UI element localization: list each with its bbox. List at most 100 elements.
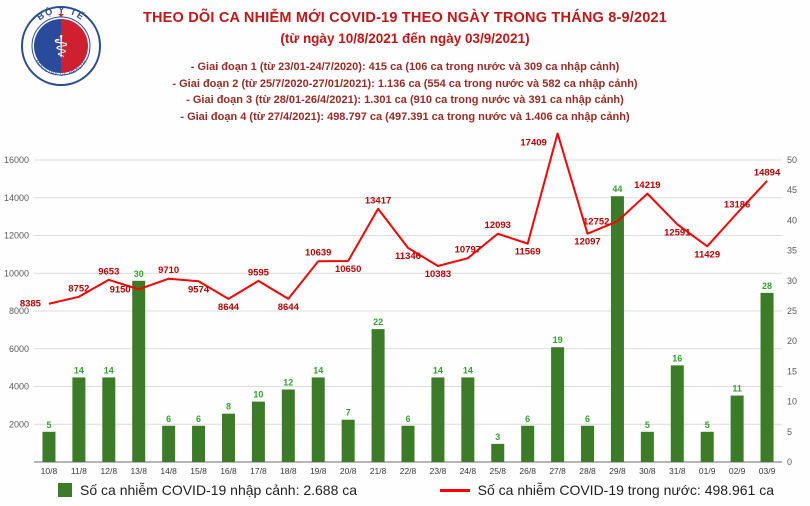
- svg-text:45: 45: [787, 185, 797, 195]
- svg-text:9574: 9574: [188, 284, 210, 295]
- phase-4-summary: - Giai đoạn 4 (từ 27/4/2021): 498.797 ca…: [180, 110, 630, 123]
- svg-text:11/8: 11/8: [71, 466, 87, 476]
- phase-1-summary: - Giai đoạn 1 (từ 23/01-24/7/2020): 415 …: [190, 61, 620, 73]
- bar-21/8: [371, 329, 385, 462]
- logo-emblem-left: [34, 19, 61, 73]
- svg-text:17409: 17409: [520, 137, 546, 148]
- svg-text:12591: 12591: [664, 227, 691, 238]
- svg-text:16: 16: [672, 353, 682, 363]
- svg-text:14: 14: [463, 365, 473, 375]
- bar-03/9: [760, 292, 774, 462]
- svg-text:10/8: 10/8: [41, 466, 58, 476]
- svg-text:5: 5: [787, 427, 792, 437]
- bar-24/8: [461, 377, 475, 462]
- svg-text:11346: 11346: [395, 251, 421, 262]
- svg-text:03/9: 03/9: [759, 466, 776, 476]
- bar-28/8: [581, 425, 595, 462]
- page-subtitle: (từ ngày 10/8/2021 đến ngày 03/9/2021): [280, 31, 530, 46]
- svg-text:4000: 4000: [9, 382, 29, 392]
- svg-text:10: 10: [787, 397, 797, 407]
- bar-16/8: [221, 413, 235, 462]
- svg-text:6: 6: [166, 414, 171, 424]
- svg-text:8000: 8000: [9, 306, 29, 316]
- covid-daily-cases-chart: 2000 4000 6000 8000 10000 12000 14000 16000 0 5 10…: [4, 132, 797, 476]
- svg-text:40: 40: [787, 215, 797, 225]
- logo-star-icon: ★: [57, 11, 64, 20]
- svg-text:8: 8: [226, 402, 231, 412]
- svg-text:12000: 12000: [4, 231, 29, 241]
- svg-text:30: 30: [787, 276, 797, 286]
- svg-text:18/8: 18/8: [280, 466, 297, 476]
- bar-01/9: [700, 431, 714, 462]
- bar-11/8: [72, 377, 86, 462]
- line-value-labels: 8385 8752 9653 9150 9710 9574 8644 9595 8644 1063…: [20, 137, 781, 312]
- svg-text:30/8: 30/8: [639, 466, 656, 476]
- svg-text:14: 14: [74, 365, 84, 375]
- legend-domestic-cases: Số ca nhiễm COVID-19 trong nước: 498.961…: [439, 482, 774, 498]
- svg-text:9653: 9653: [98, 266, 119, 277]
- svg-text:30: 30: [134, 269, 144, 279]
- svg-text:6: 6: [405, 414, 410, 424]
- svg-text:12: 12: [283, 378, 293, 388]
- svg-text:12/8: 12/8: [101, 466, 118, 476]
- svg-text:10383: 10383: [425, 269, 451, 280]
- svg-text:24/8: 24/8: [460, 466, 477, 476]
- bar-26/8: [521, 425, 535, 462]
- svg-text:8644: 8644: [218, 302, 240, 313]
- svg-text:12097: 12097: [574, 237, 600, 248]
- bar-10/8: [42, 431, 56, 462]
- svg-text:25/8: 25/8: [489, 466, 506, 476]
- page-title: THEO DÕI CA NHIỄM MỚI COVID-19 THEO NGÀY…: [142, 10, 668, 26]
- domestic-cases-line: [48, 132, 768, 305]
- caduceus-icon: ⚕: [53, 31, 69, 64]
- svg-text:7: 7: [346, 408, 351, 418]
- bar-series: [42, 196, 774, 462]
- left-axis-labels: 2000 4000 6000 8000 10000 12000 14000 16000: [4, 155, 29, 429]
- svg-text:2000: 2000: [9, 419, 29, 429]
- svg-text:14219: 14219: [634, 180, 660, 191]
- svg-text:15: 15: [787, 366, 797, 376]
- svg-text:23/8: 23/8: [430, 466, 447, 476]
- logo-emblem-right: [61, 19, 88, 73]
- svg-text:11429: 11429: [694, 249, 720, 260]
- svg-text:16000: 16000: [4, 155, 29, 165]
- svg-text:13/8: 13/8: [130, 466, 147, 476]
- svg-text:10: 10: [253, 390, 263, 400]
- svg-text:14894: 14894: [754, 167, 781, 178]
- svg-text:21/8: 21/8: [370, 466, 387, 476]
- svg-text:10650: 10650: [335, 264, 361, 275]
- ministry-of-health-logo: BỘ Y TẾ MINISTRY OF HEALTH ★ ⚕: [21, 5, 101, 86]
- bar-15/8: [192, 425, 206, 462]
- svg-text:12093: 12093: [485, 220, 511, 231]
- svg-text:13186: 13186: [724, 200, 750, 211]
- bar-20/8: [341, 419, 355, 462]
- svg-text:27/8: 27/8: [549, 466, 566, 476]
- svg-text:0: 0: [787, 457, 792, 467]
- bar-25/8: [491, 443, 505, 462]
- svg-text:50: 50: [787, 155, 797, 165]
- phase-2-summary: - Giai đoạn 2 (từ 25/7/2020-27/01/2021):…: [172, 77, 638, 90]
- svg-text:9150: 9150: [110, 284, 131, 295]
- svg-text:10639: 10639: [305, 248, 331, 259]
- svg-text:9595: 9595: [248, 267, 270, 278]
- svg-text:35: 35: [787, 246, 797, 256]
- svg-text:28: 28: [762, 281, 772, 291]
- x-axis-labels: 10/8 11/8 12/8 13/8 14/8 15/8 16/8 17/8 18/8 19/8…: [41, 466, 776, 476]
- svg-text:6: 6: [196, 414, 201, 424]
- svg-text:6: 6: [525, 414, 530, 424]
- bar-value-labels: 5 14 14 30 6 6 8 10 12 14 7 22 6 14 14 3 6 19 6 44 5 16 5 11 28: [46, 184, 772, 442]
- phase-summary: - Giai đoạn 1 (từ 23/01-24/7/2020): 415 …: [0, 59, 810, 125]
- legend-imported-cases: Số ca nhiễm COVID-19 nhập cảnh: 2.688 ca: [58, 482, 357, 498]
- imported-cases-swatch-icon: [58, 483, 72, 497]
- svg-text:01/9: 01/9: [699, 466, 716, 476]
- svg-text:44: 44: [612, 184, 622, 194]
- svg-text:6000: 6000: [9, 344, 29, 354]
- svg-text:13417: 13417: [365, 195, 391, 206]
- svg-text:25: 25: [787, 306, 797, 316]
- svg-text:29/8: 29/8: [609, 466, 626, 476]
- logo-inner-ring: [31, 16, 91, 76]
- svg-text:10797: 10797: [455, 245, 481, 256]
- bar-19/8: [311, 377, 325, 462]
- svg-text:10000: 10000: [4, 268, 29, 278]
- bar-18/8: [281, 389, 295, 462]
